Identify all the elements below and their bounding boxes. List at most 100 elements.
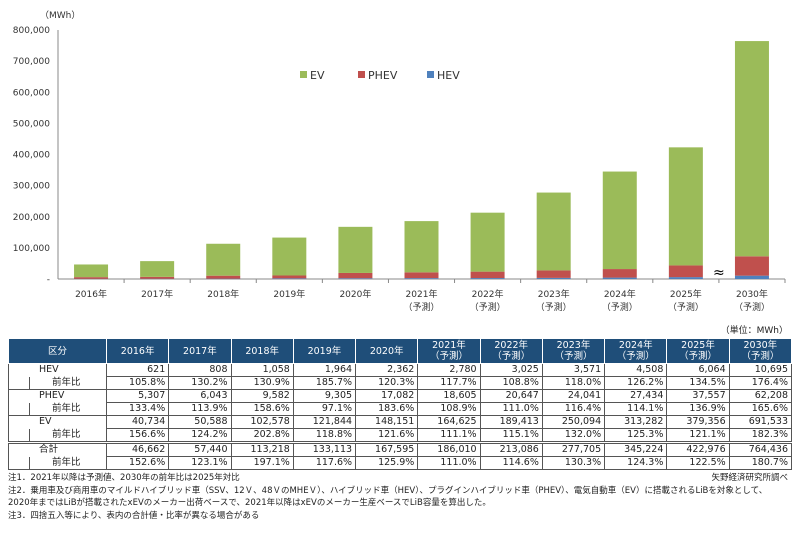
bar-ev	[272, 237, 307, 276]
cell: 9,582	[230, 389, 294, 403]
bar-phev	[206, 275, 241, 279]
bar-hev	[734, 275, 769, 279]
cell: 6,064	[666, 363, 730, 377]
cell: 120.3%	[355, 376, 419, 390]
cell: 277,705	[541, 441, 606, 457]
column-header: 2019年	[292, 338, 357, 364]
cell: 3,571	[541, 363, 606, 377]
cell: 3,025	[479, 363, 543, 377]
table-row: PHEV 5,307 6,043 9,582 9,305 17,082 18,605 20,6…	[8, 389, 793, 403]
cell: 118.0%	[541, 376, 606, 390]
cell: 20,647	[479, 389, 543, 403]
cell: 136.9%	[666, 402, 730, 416]
cell: 57,440	[168, 441, 232, 457]
cell: 111.1%	[417, 428, 481, 443]
table-unit: （単位：MWh）	[720, 326, 788, 336]
x-tick-label: （予測）	[602, 301, 638, 313]
cell: 46,662	[105, 441, 170, 457]
cell: 379,356	[666, 415, 730, 429]
x-tick-label: 2019年	[273, 288, 305, 300]
table-row: EV 40,734 50,588 102,578 121,844 148,151 164,6…	[8, 415, 793, 429]
note-2-cont: 2020年まではLiBが搭載されたxEVのメーカー出荷ベースで、2021年以降は…	[8, 498, 491, 508]
bar-phev	[470, 271, 505, 279]
cell: 132.0%	[541, 428, 606, 443]
cell: 808	[168, 363, 232, 377]
cell: 108.9%	[417, 402, 481, 416]
notes: 注1．2021年以降は予測値、2030年の前年比は2025年対比 注2．乗用車及…	[8, 472, 767, 522]
cell: 180.7%	[728, 456, 793, 470]
y-tick-label: 800,000	[13, 26, 50, 36]
cell: 113.9%	[168, 402, 232, 416]
cell: 134.5%	[666, 376, 730, 390]
cell: 621	[105, 363, 170, 377]
cell: 117.7%	[417, 376, 481, 390]
bar-ev	[602, 171, 637, 270]
note-3: 注3．四捨五入等により、表内の合計値・比率が異なる場合がある	[8, 510, 260, 521]
row-label: 前年比	[8, 376, 107, 390]
cell: 121.1%	[666, 428, 730, 443]
cell: 124.2%	[168, 428, 232, 443]
bar-ev	[206, 243, 241, 276]
cell: 2,780	[417, 363, 481, 377]
y-tick-label: 300,000	[13, 182, 50, 192]
bar-phev	[668, 265, 703, 278]
cell: 6,043	[168, 389, 232, 403]
cell: 2,362	[355, 363, 419, 377]
cell: 1,964	[292, 363, 357, 377]
cell: 121,844	[292, 415, 357, 429]
column-header: 2025年 （予測）	[666, 338, 730, 364]
note-1: 注1．2021年以降は予測値、2030年の前年比は2025年対比	[8, 473, 240, 483]
column-header: 2017年	[168, 338, 232, 364]
axis-break-icon: ≈	[713, 265, 725, 281]
cell: 108.8%	[479, 376, 543, 390]
bar-ev	[74, 264, 109, 278]
bar-hev	[470, 278, 505, 279]
cell: 125.9%	[355, 456, 419, 470]
cell: 114.1%	[604, 402, 668, 416]
cell: 183.6%	[355, 402, 419, 416]
cell: 167,595	[355, 441, 419, 457]
bar-ev	[338, 226, 373, 273]
bar-hev	[338, 278, 373, 279]
row-label: PHEV	[8, 389, 107, 403]
x-tick-label: （予測）	[470, 301, 506, 313]
bar-hev	[602, 277, 637, 279]
legend-label-hev: HEV	[437, 69, 460, 82]
cell: 40,734	[105, 415, 170, 429]
row-label: 合計	[8, 441, 107, 457]
cell: 118.8%	[292, 428, 357, 443]
cell: 158.6%	[230, 402, 294, 416]
cell: 133.4%	[105, 402, 170, 416]
cell: 113,218	[230, 441, 294, 457]
x-tick-label: 2024年	[604, 288, 636, 300]
column-header: 2023年 （予測）	[541, 338, 606, 364]
bar-ev	[668, 147, 703, 266]
legend-swatch-phev	[358, 71, 365, 78]
cell: 10,695	[728, 363, 793, 377]
legend-label-ev: EV	[310, 69, 325, 82]
x-tick-label: 2021年	[406, 288, 438, 300]
x-tick-label: 2023年	[538, 288, 570, 300]
column-header: 2024年 （予測）	[604, 338, 668, 364]
bar-phev	[338, 272, 373, 279]
x-tick-label: （予測）	[734, 301, 770, 313]
x-tick-label: 2017年	[141, 288, 173, 300]
column-header: 2022年 （予測）	[479, 338, 543, 364]
cell: 105.8%	[105, 376, 170, 390]
cell: 197.1%	[230, 456, 294, 470]
table-row: HEV 621 808 1,058 1,964 2,362 2,780 3,025 3,571 4…	[8, 363, 793, 377]
cell: 313,282	[604, 415, 668, 429]
cell: 691,533	[728, 415, 793, 429]
cell: 213,086	[479, 441, 543, 457]
cell: 5,307	[105, 389, 170, 403]
cell: 185.7%	[292, 376, 357, 390]
legend-label-phev: PHEV	[368, 69, 398, 82]
cell: 182.3%	[728, 428, 793, 443]
bar-phev	[602, 269, 637, 278]
cell: 422,976	[666, 441, 730, 457]
cell: 115.1%	[479, 428, 543, 443]
stacked-bar-chart: （MWh） - 100,000 200,000 300,000 400,000 500,00…	[13, 10, 786, 313]
x-tick-label: 2020年	[339, 288, 371, 300]
y-axis-unit: （MWh）	[40, 10, 80, 21]
y-tick-label: 400,000	[13, 151, 50, 161]
